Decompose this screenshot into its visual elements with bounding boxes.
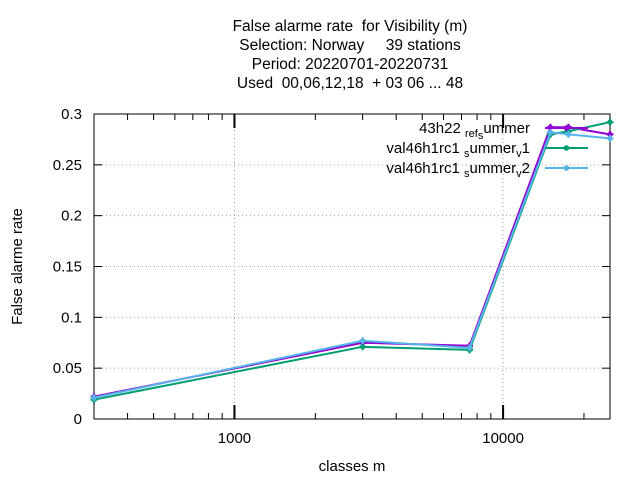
y-tick-label: 0.1 <box>61 309 82 326</box>
title-line-1: False alarme rate for Visibility (m) <box>232 18 468 35</box>
legend-label: 43h22 refsummer <box>419 120 530 142</box>
legend-marker <box>563 145 570 151</box>
y-axis-label: False alarme rate <box>9 208 26 325</box>
y-tick-label: 0 <box>74 411 82 428</box>
plot-border <box>93 113 611 420</box>
legend-marker <box>563 125 570 131</box>
data-point-dot <box>607 119 613 125</box>
title-line-2: Selection: Norway 39 stations <box>239 37 461 54</box>
y-tick-label: 0.15 <box>53 259 82 276</box>
y-tick-label: 0.3 <box>61 106 82 123</box>
y-tick-label: 0.05 <box>53 360 82 377</box>
x-tick-label: 1000 <box>218 430 251 447</box>
title-line-4: Used 00,06,12,18 + 03 06 ... 48 <box>236 75 464 92</box>
data-point-dot <box>360 338 366 344</box>
x-axis-label: classes m <box>319 458 386 475</box>
data-point-dot <box>91 395 97 401</box>
legend-label: val46h1rc1 summerv2 <box>386 160 530 180</box>
y-tick-label: 0.2 <box>61 208 82 225</box>
data-point-dot <box>607 135 613 141</box>
series-line <box>93 121 611 401</box>
chart-title: False alarme rate for Visibility (m) Sel… <box>150 17 550 93</box>
data-point-dot <box>547 129 554 135</box>
data-point-dot <box>360 344 366 350</box>
data-point-dot <box>607 131 613 137</box>
data-point-dot <box>565 131 571 137</box>
series-line <box>93 126 611 398</box>
y-tick-label: 0.25 <box>53 157 82 174</box>
legend-marker <box>563 165 570 171</box>
x-tick-label: 10000 <box>482 430 524 447</box>
title-line-3: Period: 20220701-20220731 <box>251 56 449 73</box>
series-line <box>93 131 611 399</box>
data-point-dot <box>466 345 473 351</box>
legend-label: val46h1rc1 summerv1 <box>386 140 530 160</box>
